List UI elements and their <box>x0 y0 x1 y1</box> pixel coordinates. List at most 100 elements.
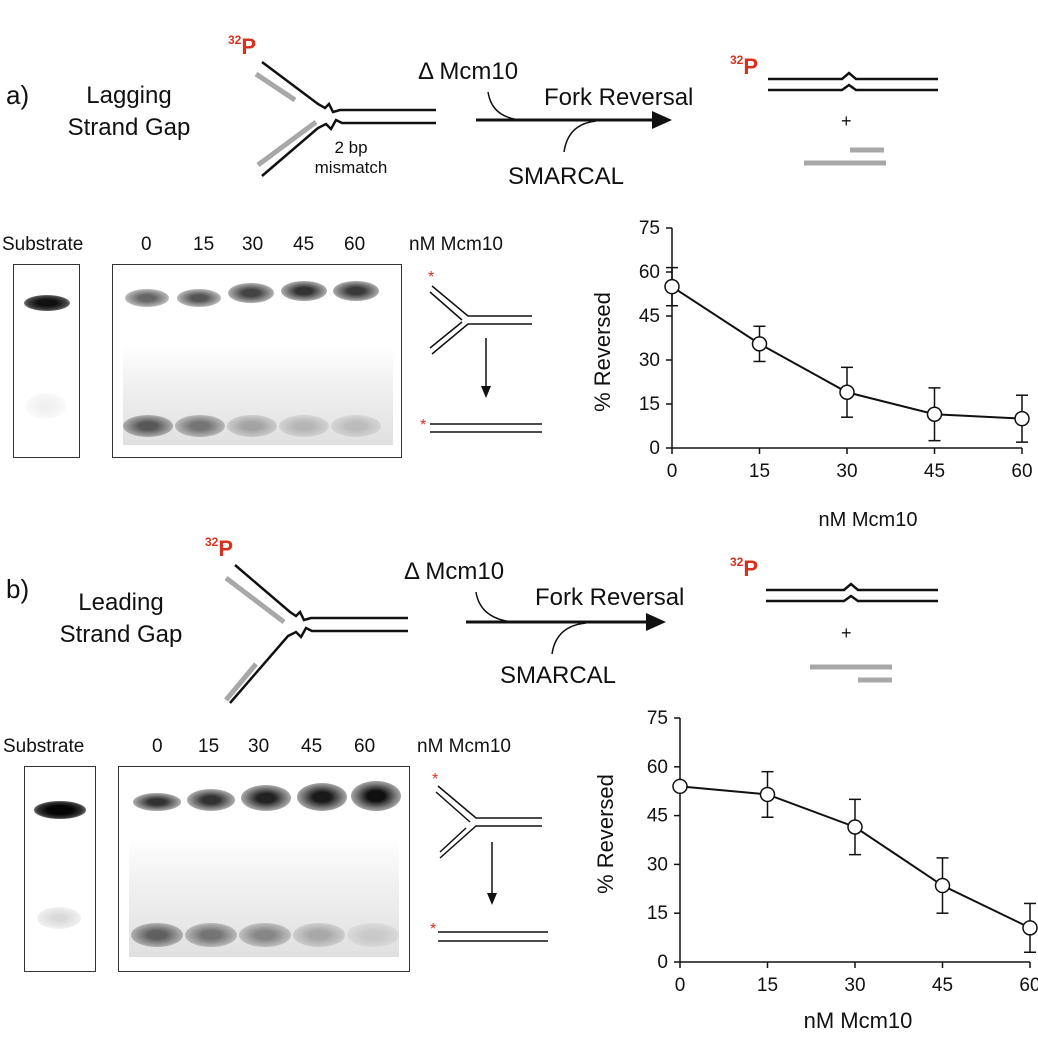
panel-a-lane-unit: nM Mcm10 <box>409 234 503 255</box>
panel-a-32p-letter: P <box>241 34 257 59</box>
panel-b-marker-bottom: * <box>430 921 437 938</box>
panel-b-chart-xlabel: nM Mcm10 <box>803 1008 913 1033</box>
panel-a-lane-0: 0 <box>141 234 152 255</box>
panel-b-letter: b) <box>6 574 30 604</box>
gel-band <box>281 281 327 301</box>
gel-band <box>37 907 81 929</box>
panel-a-title-line2: Strand Gap <box>67 114 191 141</box>
panel-b-plus: + <box>841 623 852 643</box>
panel-a-mismatch-line1: 2 bp <box>334 138 368 157</box>
panel-a-title: Lagging Strand Gap <box>58 80 200 144</box>
x-tick-label: 0 <box>675 975 686 996</box>
panel-b-title: Leading Strand Gap <box>50 587 192 651</box>
panel-a-marker-bottom: * <box>420 417 427 434</box>
panel-a-product-diagram <box>768 71 938 166</box>
panel-b-title-line2: Strand Gap <box>59 621 183 648</box>
panel-a-lane-60: 60 <box>344 234 366 255</box>
panel-a-substrate-label: Substrate <box>2 234 84 255</box>
panel-b-lane-30: 30 <box>248 736 270 757</box>
data-point <box>1022 920 1038 936</box>
y-tick-label: 60 <box>639 262 660 283</box>
y-tick-label: 0 <box>657 952 668 973</box>
panel-a-plus: + <box>841 111 852 131</box>
x-tick-label: 0 <box>667 461 678 482</box>
panel-a-reaction-label: Fork Reversal <box>544 84 694 111</box>
panel-b-marker-top: * <box>432 771 439 788</box>
data-point <box>839 384 855 401</box>
panel-a-mismatch-label: 2 bp mismatch <box>306 138 396 178</box>
panel-b-reaction-label: Fork Reversal <box>535 584 685 611</box>
panel-b-32p-sup: 32 <box>205 535 219 549</box>
gel-band <box>351 781 401 811</box>
x-tick-label: 30 <box>844 975 865 996</box>
x-tick-label: 15 <box>749 461 770 482</box>
gel-band <box>279 415 329 437</box>
panel-a-chart-xlabel: nM Mcm10 <box>818 509 918 531</box>
panel-b-chart-ylabel: % Reversed <box>593 774 618 894</box>
y-tick-label: 75 <box>647 708 668 729</box>
panel-a-mismatch-line2: mismatch <box>314 158 388 177</box>
panel-a-32p-sup-right: 32 <box>730 53 744 67</box>
x-tick-label: 60 <box>1011 461 1032 482</box>
y-tick-label: 15 <box>647 903 668 924</box>
panel-a-reagent-top: Δ Mcm10 <box>418 58 519 85</box>
gel-band <box>26 393 66 419</box>
gel-band <box>131 923 183 947</box>
panel-b-lane-60: 60 <box>354 736 376 757</box>
panel-a-title-line1: Lagging <box>86 82 172 109</box>
panel-a-lane-45: 45 <box>293 234 315 255</box>
panel-b-lane-0: 0 <box>152 736 163 757</box>
y-tick-label: 60 <box>647 757 668 778</box>
data-point <box>672 778 688 795</box>
panel-b-substrate-gel <box>24 766 96 972</box>
panel-b-lane-unit: nM Mcm10 <box>417 736 511 757</box>
y-tick-label: 75 <box>639 218 660 239</box>
y-tick-label: 0 <box>649 438 660 459</box>
panel-a-reaction-gel <box>112 264 402 458</box>
data-point <box>751 336 768 352</box>
data-point <box>847 819 863 835</box>
x-tick-label: 15 <box>757 975 778 996</box>
gel-band <box>293 923 345 947</box>
panel-b-title-line1: Leading <box>78 589 164 616</box>
gel-band <box>175 415 225 437</box>
panel-a-reagent-bottom: SMARCAL <box>508 163 625 190</box>
gel-band <box>331 415 381 437</box>
x-tick-label: 60 <box>1019 975 1038 996</box>
panel-b-reagent-bottom: SMARCAL <box>500 662 617 689</box>
panel-a-32p-letter-right: P <box>743 54 759 79</box>
panel-a-reaction-arrow <box>476 91 672 153</box>
panel-a-32p-label-right: 32P <box>730 53 759 79</box>
data-point <box>934 877 951 894</box>
panel-a-letter: a) <box>6 80 30 110</box>
gel-band <box>241 785 291 811</box>
gel-band <box>123 415 173 437</box>
gel-band <box>297 783 347 811</box>
y-tick-label: 45 <box>639 306 660 327</box>
data-point <box>759 786 776 803</box>
data-point <box>1014 410 1030 427</box>
gel-band <box>133 793 181 811</box>
panel-a-lane-15: 15 <box>193 234 215 255</box>
y-tick-label: 30 <box>647 854 668 875</box>
panel-b-32p-sup-right: 32 <box>730 555 744 569</box>
y-tick-label: 45 <box>647 806 668 827</box>
panel-b-32p-label-left: 32P <box>205 535 233 560</box>
data-point <box>926 406 943 423</box>
panel-b-32p-letter-right: P <box>743 556 759 581</box>
gel-band <box>227 415 277 437</box>
x-tick-label: 45 <box>924 461 945 482</box>
panel-b-reaction-gel <box>118 766 410 972</box>
gel-band <box>228 283 274 303</box>
panel-b-reagent-top: Δ Mcm10 <box>404 558 505 585</box>
x-tick-label: 30 <box>836 461 857 482</box>
panel-a-32p-label-left: 32P <box>228 33 257 59</box>
panel-a-32p-sup: 32 <box>228 33 242 47</box>
gel-band <box>239 923 291 947</box>
